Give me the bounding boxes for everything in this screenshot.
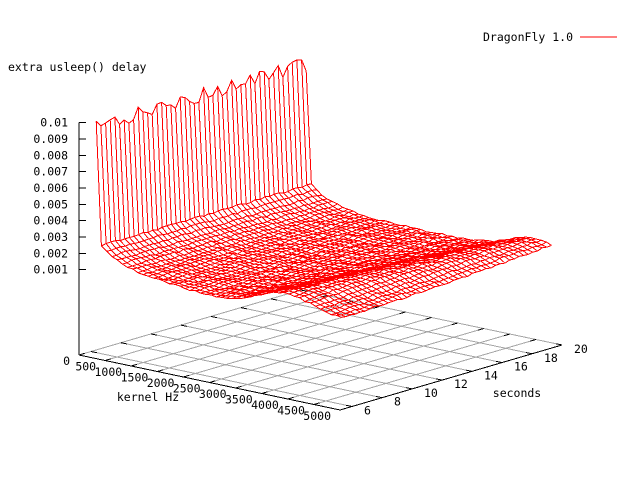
z-tick-label: 0.006 xyxy=(33,181,68,195)
x-tick-label: 0 xyxy=(63,354,70,368)
y-tick-label: 18 xyxy=(544,351,558,365)
x-tick-label: 500 xyxy=(75,360,96,374)
legend-label: DragonFly 1.0 xyxy=(483,30,573,44)
x-tick-label: 1500 xyxy=(121,371,149,385)
z-tick-labels: 0.001 0.002 0.003 0.004 0.005 0.006 0.007 0.008… xyxy=(33,116,68,277)
y-tick-label: 10 xyxy=(424,386,438,400)
x-tick-label: 3500 xyxy=(225,393,253,407)
x-axis-label: kernel Hz xyxy=(117,390,179,404)
z-tick-label: 0.001 xyxy=(33,263,68,277)
axes-and-ticks xyxy=(78,122,563,411)
legend: DragonFly 1.0 xyxy=(483,30,617,44)
surface-mesh xyxy=(95,59,552,318)
x-tick-label: 2500 xyxy=(173,382,201,396)
x-tick-label: 5000 xyxy=(303,409,331,423)
x-tick-label: 2000 xyxy=(147,376,175,390)
z-tick-label: 0.01 xyxy=(40,116,68,130)
y-tick-label: 14 xyxy=(484,368,498,382)
x-tick-label: 1000 xyxy=(94,365,122,379)
z-tick-label: 0.005 xyxy=(33,197,68,211)
y-tick-label: 12 xyxy=(454,377,468,391)
y-tick-label: 8 xyxy=(394,395,401,409)
z-tick-label: 0.009 xyxy=(33,132,68,146)
base-grid xyxy=(78,289,563,407)
z-tick-label: 0.008 xyxy=(33,148,68,162)
z-tick-label: 0.004 xyxy=(33,214,68,228)
z-tick-label: 0.007 xyxy=(33,165,68,179)
y-tick-label: 20 xyxy=(574,342,588,356)
y-axis-label: seconds xyxy=(493,386,541,400)
z-tick-label: 0.002 xyxy=(33,246,68,260)
plot-title: extra usleep() delay xyxy=(8,60,147,74)
y-tick-labels: 6 8 10 12 14 16 18 20 xyxy=(364,342,588,418)
x-tick-label: 4500 xyxy=(277,404,305,418)
z-tick-label: 0.003 xyxy=(33,230,68,244)
x-tick-label: 3000 xyxy=(199,387,227,401)
x-tick-label: 4000 xyxy=(251,398,279,412)
y-tick-label: 16 xyxy=(514,360,528,374)
y-tick-label: 6 xyxy=(364,404,371,418)
